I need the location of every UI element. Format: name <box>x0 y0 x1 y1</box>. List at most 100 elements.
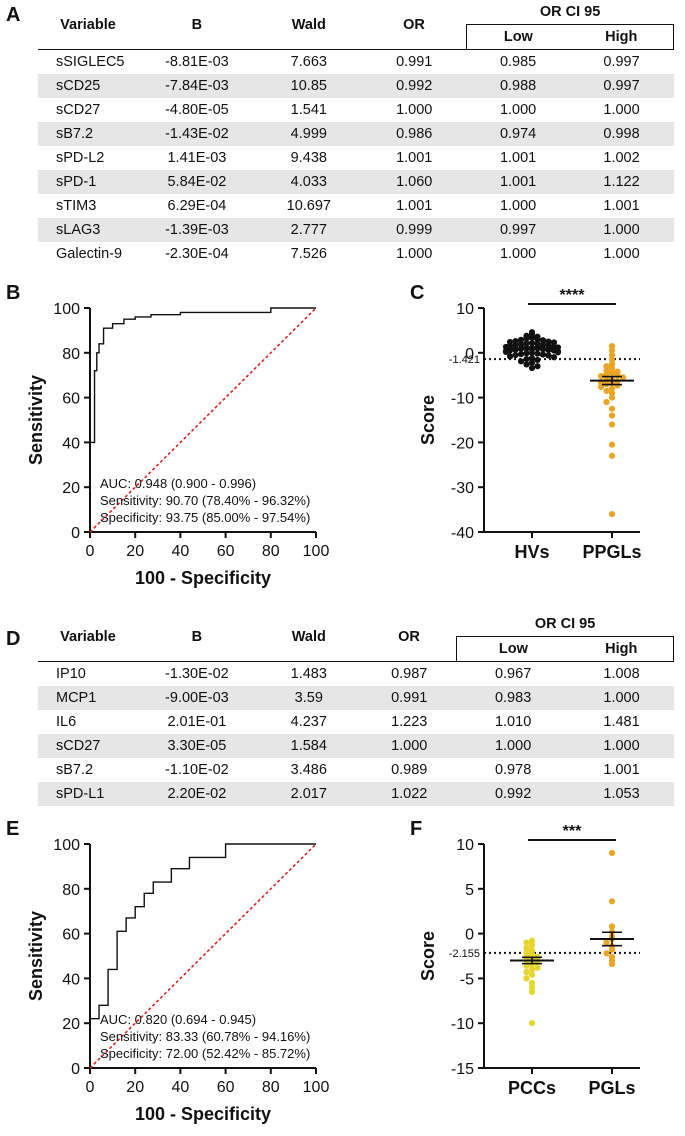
data-point <box>528 364 536 372</box>
table-row: sCD27 -4.80E-05 1.541 1.000 1.000 1.000 <box>38 98 674 122</box>
data-point <box>554 349 562 356</box>
data-point <box>608 356 616 363</box>
cell-ci-low: 0.967 <box>494 666 532 682</box>
cell-ci-high: 1.000 <box>569 218 674 242</box>
table-row: sB7.2 -1.10E-02 3.486 0.989 0.978 1.001 <box>38 758 674 782</box>
regression-table-d: Variable B Wald OR OR CI 95 Low High IP1… <box>38 612 674 806</box>
cell-ci-high: 1.122 <box>569 170 674 194</box>
cell-ci-low: 0.992 <box>456 782 570 806</box>
cell-or: 0.999 <box>361 218 467 242</box>
cell-b: -1.10E-02 <box>165 762 229 778</box>
cell-ci-high: 1.008 <box>603 666 640 682</box>
cell-wald: 10.85 <box>255 74 362 98</box>
data-point <box>608 360 616 368</box>
data-point <box>603 939 610 946</box>
cell-variable: sPD-L1 <box>38 782 138 806</box>
data-point <box>608 452 616 459</box>
regression-table-a: Variable B Wald OR OR CI 95 Low High sSI… <box>38 0 674 266</box>
cell-ci-low: 1.001 <box>499 150 537 166</box>
data-point <box>523 335 530 342</box>
data-point <box>534 363 541 370</box>
data-point <box>534 340 541 347</box>
y-tick-label: 40 <box>62 971 80 988</box>
cell-ci-low: 1.000 <box>499 102 537 118</box>
data-point <box>506 353 514 360</box>
cell-or: 0.986 <box>361 122 467 146</box>
cell-b: -7.84E-03 <box>137 74 256 98</box>
data-point <box>608 849 616 857</box>
x-tick-label: 80 <box>262 1079 280 1096</box>
roc-chart-b: 0 20 40 60 80 100 0 20 40 60 80 100 100 - Specificit… <box>26 301 329 588</box>
data-point <box>528 359 536 366</box>
cell-ci-low: 1.001 <box>466 170 570 194</box>
x-tick-label: 0 <box>86 543 95 560</box>
y-tick-label: 60 <box>62 391 80 408</box>
cell-ci-high: 0.997 <box>603 54 640 70</box>
header-high: High <box>569 636 674 662</box>
score-scatter-c: 10 0 -10 -20 -30 -40 HVs PPGLs Score -1.421 **** <box>418 287 642 562</box>
data-point <box>528 988 536 995</box>
reference-line <box>89 843 317 1069</box>
roc-curve <box>89 843 316 1068</box>
cell-variable: Galectin-9 <box>56 246 123 262</box>
data-point <box>608 390 616 397</box>
x-tick-label: 40 <box>172 543 190 560</box>
cell-wald: 4.999 <box>255 122 362 146</box>
header-low: Low <box>466 24 570 50</box>
y-tick-label: 100 <box>53 837 80 854</box>
cell-ci-low: 1.000 <box>499 198 537 214</box>
x-axis-title: 100 - Specificity <box>135 568 271 588</box>
y-tick-label: -15 <box>451 1061 474 1078</box>
cell-or: 1.001 <box>396 198 433 214</box>
cell-wald: 3.59 <box>255 686 362 710</box>
data-point <box>528 937 536 944</box>
table-row: sPD-L2 1.41E-03 9.438 1.001 1.001 1.002 <box>38 146 674 170</box>
cell-or: 1.000 <box>361 734 457 758</box>
cell-or: 1.060 <box>361 170 467 194</box>
category-label: PCCs <box>508 1078 556 1098</box>
cell-or: 1.223 <box>391 714 428 730</box>
cutoff-label: -1.421 <box>449 354 480 366</box>
cell-or: 0.991 <box>396 54 433 70</box>
data-point <box>608 898 616 905</box>
cell-wald: 2.017 <box>255 782 362 806</box>
data-point <box>545 342 552 349</box>
header-high: High <box>569 24 674 50</box>
data-point <box>528 942 536 949</box>
cell-ci-high: 1.000 <box>569 734 674 758</box>
panel-label-a: A <box>6 4 21 26</box>
header-or-ci: OR CI 95 <box>456 612 674 637</box>
data-point <box>523 969 530 976</box>
cell-or: 1.000 <box>396 246 433 262</box>
cell-wald: 3.486 <box>290 762 327 778</box>
table-row: sTIM3 6.29E-04 10.697 1.001 1.000 1.001 <box>38 194 674 218</box>
data-point <box>539 351 547 358</box>
y-tick-label: 10 <box>456 301 474 318</box>
data-point <box>608 351 616 359</box>
cell-wald: 9.438 <box>290 150 327 166</box>
data-point <box>528 349 536 356</box>
cell-or: 1.001 <box>396 150 433 166</box>
data-point <box>512 342 519 349</box>
y-tick-label: 40 <box>62 435 80 452</box>
data-point <box>523 975 530 982</box>
x-tick-label: 40 <box>172 1079 190 1096</box>
table-row: sLAG3 -1.39E-03 2.777 0.999 0.997 1.000 <box>38 218 674 242</box>
cell-b: -8.81E-03 <box>165 54 229 70</box>
cell-b: -9.00E-03 <box>137 686 256 710</box>
data-point <box>603 398 610 406</box>
cell-wald: 1.483 <box>290 666 327 682</box>
data-point <box>523 355 530 363</box>
annotation-text: AUC: 0.948 (0.900 - 0.996) <box>100 476 256 491</box>
data-point <box>545 352 552 359</box>
cell-b: 3.30E-05 <box>137 734 256 758</box>
cell-or: 0.991 <box>361 686 457 710</box>
data-point <box>528 1020 536 1027</box>
x-tick-label: 60 <box>217 1079 235 1096</box>
roc-chart-e: 0 20 40 60 80 100 0 20 40 60 80 100 100 - Specificit… <box>26 837 329 1124</box>
cell-b: 6.29E-04 <box>167 198 227 214</box>
y-tick-label: -5 <box>460 971 474 988</box>
table-row: IP10 -1.30E-02 1.483 0.987 0.967 1.008 <box>38 662 674 687</box>
x-tick-label: 0 <box>86 1079 95 1096</box>
table-row: Galectin-9 -2.30E-04 7.526 1.000 1.000 1.000 <box>38 242 674 266</box>
